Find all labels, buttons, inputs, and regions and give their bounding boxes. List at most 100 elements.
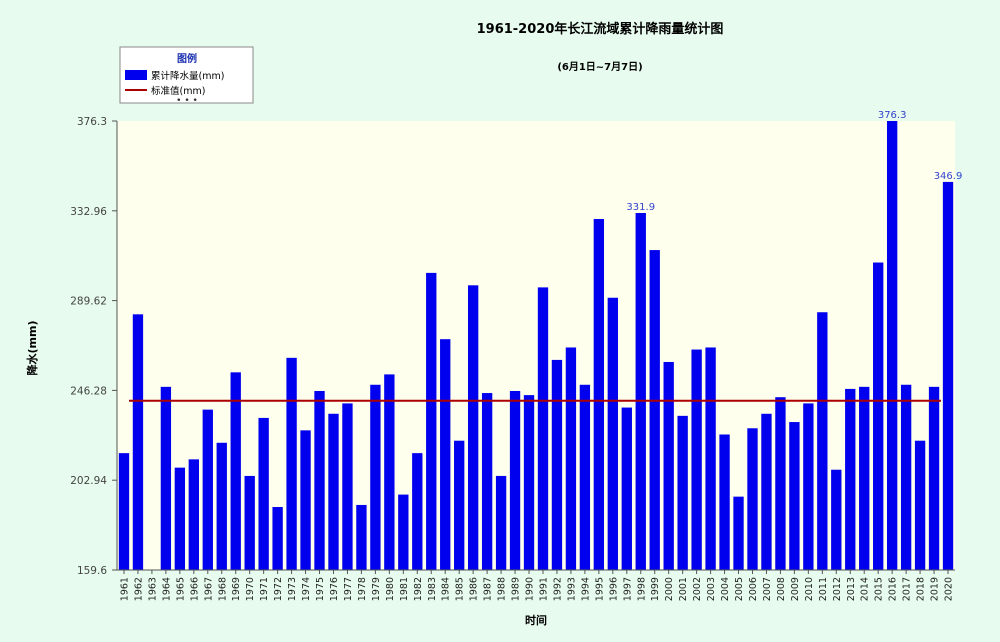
x-tick-label: 1983 xyxy=(427,577,438,601)
x-tick-label: 1991 xyxy=(538,577,549,601)
x-tick-label: 2016 xyxy=(888,577,899,601)
bar-2015 xyxy=(873,262,884,570)
bar-1980 xyxy=(384,374,395,570)
bar-1982 xyxy=(412,453,423,570)
bar-2018 xyxy=(914,440,926,570)
x-tick-label: 1985 xyxy=(455,577,466,601)
x-tick-label: 1979 xyxy=(371,577,382,601)
chart-subtitle: (6月1日~7月7日) xyxy=(557,61,642,73)
x-tick-label: 1996 xyxy=(608,577,619,601)
bar-2006 xyxy=(747,428,758,570)
x-tick-label: 1968 xyxy=(217,577,228,601)
x-tick-label: 1967 xyxy=(203,577,214,601)
chart-title: 1961-2020年长江流域累计降雨量统计图 xyxy=(477,21,724,37)
x-tick-label: 2005 xyxy=(734,577,745,601)
x-tick-label: 2004 xyxy=(720,577,731,601)
x-tick-label: 2001 xyxy=(678,577,689,601)
x-axis-label: 时间 xyxy=(525,613,547,627)
x-tick-label: 2017 xyxy=(902,577,913,601)
bar-1984 xyxy=(440,339,451,570)
data-labels: 331.9 376.3 346.9 xyxy=(626,110,962,213)
bar-1970 xyxy=(244,475,255,570)
bar-1989 xyxy=(509,390,521,570)
bar-1999 xyxy=(649,250,660,570)
x-tick-label: 2011 xyxy=(818,577,829,601)
data-label-2020: 346.9 xyxy=(934,171,963,182)
x-tick-label: 1994 xyxy=(580,577,591,601)
bar-2013 xyxy=(845,388,856,570)
bar-1975 xyxy=(314,390,325,570)
x-tick-label: 1962 xyxy=(133,577,144,601)
x-tick-label: 2010 xyxy=(804,577,815,601)
x-tick-label: 1961 xyxy=(119,577,130,601)
data-label-1998: 331.9 xyxy=(626,202,655,213)
y-tick-label: 159.6 xyxy=(77,565,107,577)
x-tick-label: 1984 xyxy=(441,577,452,601)
x-axis: 1961 1962 1963 1964 1965 1966 1967 1968 1969 1970… xyxy=(117,569,955,601)
data-label-2016: 376.3 xyxy=(878,110,907,121)
bar-2017 xyxy=(900,384,912,570)
bar-1966 xyxy=(188,459,199,570)
bar-1985 xyxy=(454,440,465,570)
y-tick-label: 289.62 xyxy=(70,296,107,308)
x-tick-label: 1974 xyxy=(301,577,312,601)
bar-2008 xyxy=(775,397,786,570)
x-tick-label: 1987 xyxy=(483,577,494,601)
bar-1973 xyxy=(286,357,297,570)
legend-label-line: 标准值(mm) xyxy=(151,85,205,97)
bar-1965 xyxy=(174,467,186,570)
y-tick-label: 376.3 xyxy=(77,116,107,128)
bars xyxy=(118,121,954,571)
bar-2020 xyxy=(942,181,954,571)
bar-1983 xyxy=(426,272,437,570)
bar-1995 xyxy=(593,219,605,570)
bar-1972 xyxy=(272,507,283,570)
bar-1990 xyxy=(523,395,535,570)
x-tick-label: 2008 xyxy=(776,577,787,601)
bar-1969 xyxy=(230,372,241,570)
legend-title: 图例 xyxy=(177,52,197,65)
bar-1997 xyxy=(621,407,632,570)
x-tick-label: 1980 xyxy=(385,577,396,601)
x-tick-label: 2015 xyxy=(874,577,885,601)
bar-1992 xyxy=(551,359,563,570)
bar-2014 xyxy=(859,386,870,570)
legend-more-icon: • • • xyxy=(176,96,198,106)
y-tick-label: 246.28 xyxy=(70,385,107,397)
x-tick-label: 1982 xyxy=(413,577,424,601)
legend: 图例 累计降水量(mm) 标准值(mm) • • • xyxy=(119,46,254,106)
bar-1993 xyxy=(565,347,577,570)
bar-1976 xyxy=(328,413,339,570)
x-tick-label: 1973 xyxy=(287,577,298,601)
bar-1971 xyxy=(258,417,269,570)
x-tick-label: 2002 xyxy=(692,577,703,601)
x-tick-label: 1995 xyxy=(594,577,605,601)
x-tick-label: 1965 xyxy=(175,577,186,601)
x-tick-label: 1971 xyxy=(259,577,270,601)
bar-1991 xyxy=(537,287,549,570)
x-tick-label: 1990 xyxy=(525,577,536,601)
bar-2004 xyxy=(719,434,730,570)
x-tick-label: 2019 xyxy=(930,577,941,601)
bar-1986 xyxy=(467,285,479,570)
x-tick-label: 2014 xyxy=(860,577,871,601)
x-tick-label: 1988 xyxy=(497,577,508,601)
legend-label-bar: 累计降水量(mm) xyxy=(151,70,224,82)
bar-1977 xyxy=(342,403,353,570)
bar-2011 xyxy=(817,312,828,570)
x-tick-label: 1969 xyxy=(231,577,242,601)
x-tick-label: 1981 xyxy=(399,577,410,601)
bar-2012 xyxy=(831,469,842,570)
bar-2009 xyxy=(789,422,800,570)
bar-1964 xyxy=(160,386,172,570)
bar-1967 xyxy=(202,409,213,570)
x-tick-label: 1999 xyxy=(650,577,661,601)
bar-2005 xyxy=(733,496,744,570)
bar-2001 xyxy=(677,415,688,570)
x-tick-label: 2018 xyxy=(916,577,927,601)
bar-1981 xyxy=(398,494,409,570)
x-tick-label: 1963 xyxy=(147,577,158,601)
bar-2010 xyxy=(803,403,814,570)
x-tick-label: 2007 xyxy=(762,577,773,601)
